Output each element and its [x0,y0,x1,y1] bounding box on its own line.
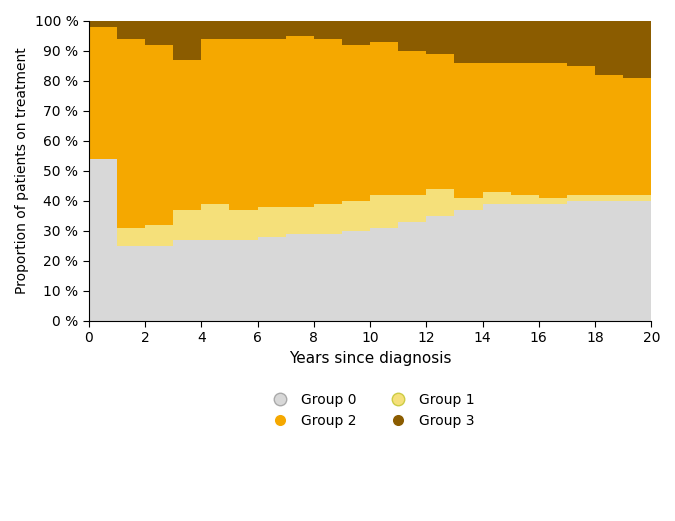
X-axis label: Years since diagnosis: Years since diagnosis [289,351,452,366]
Y-axis label: Proportion of patients on treatment: Proportion of patients on treatment [15,47,29,294]
Legend: Group 0, Group 2, Group 1, Group 3: Group 0, Group 2, Group 1, Group 3 [261,388,480,433]
